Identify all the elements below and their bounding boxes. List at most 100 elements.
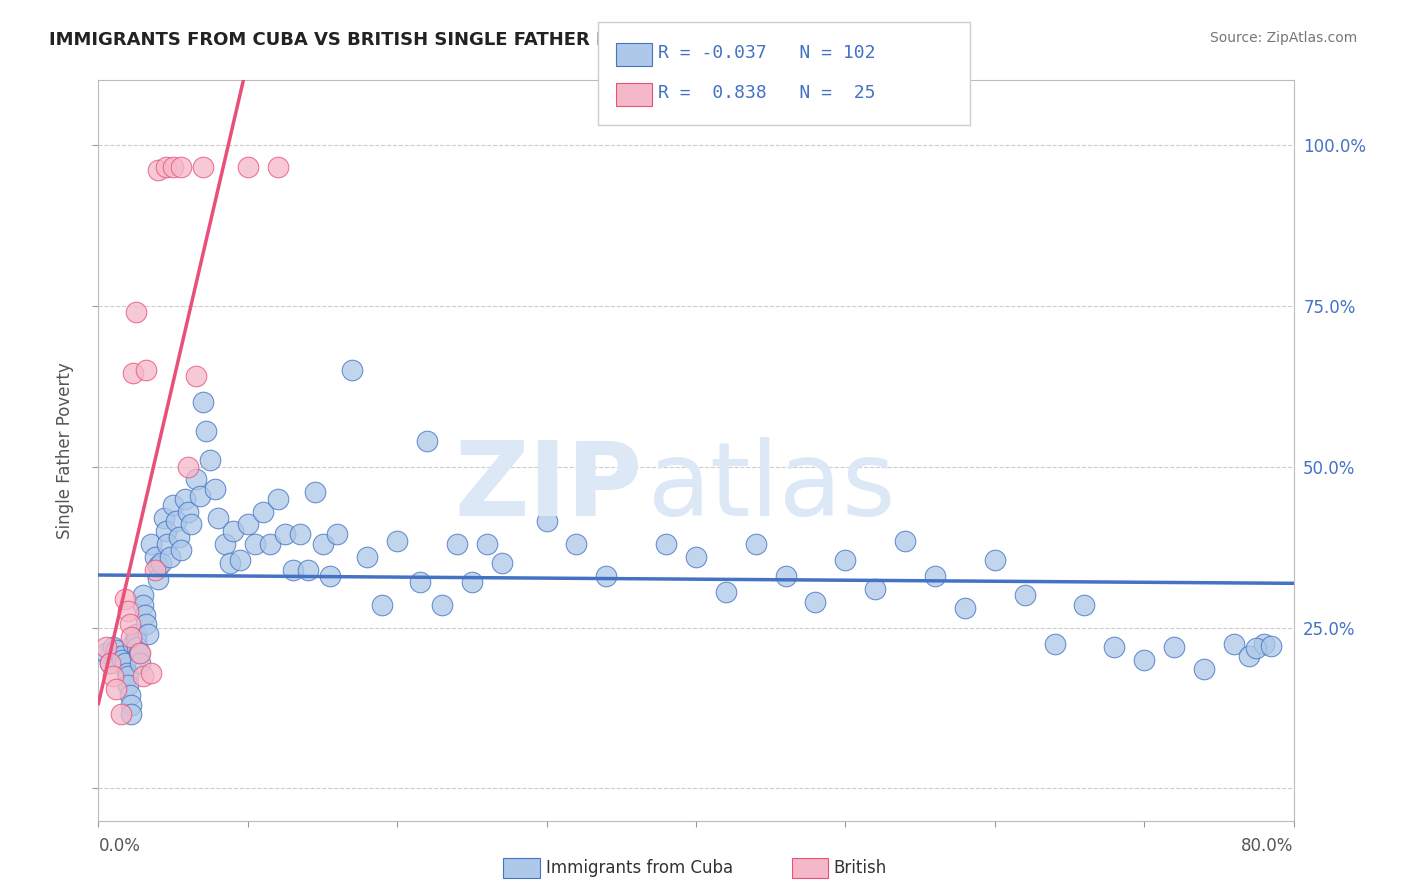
- Point: [288, 527, 311, 541]
- Point: [745, 537, 768, 551]
- Point: [153, 511, 176, 525]
- Point: [430, 598, 453, 612]
- Point: [148, 572, 170, 586]
- Point: [655, 537, 678, 551]
- Point: [1244, 641, 1267, 656]
- Point: [267, 491, 290, 506]
- Point: [834, 553, 856, 567]
- Point: [342, 363, 364, 377]
- Point: [274, 527, 297, 541]
- Point: [195, 424, 218, 438]
- Point: [245, 537, 267, 551]
- Point: [595, 569, 617, 583]
- Point: [159, 549, 181, 564]
- Point: [162, 498, 184, 512]
- Point: [385, 533, 409, 548]
- Point: [143, 549, 166, 564]
- Point: [127, 640, 149, 654]
- Point: [129, 656, 152, 670]
- Point: [446, 537, 468, 551]
- Point: [94, 646, 117, 660]
- Point: [111, 653, 134, 667]
- Point: [326, 527, 349, 541]
- Point: [117, 678, 139, 692]
- Point: [125, 305, 148, 319]
- Point: [120, 630, 142, 644]
- Point: [236, 517, 259, 532]
- Point: [281, 563, 304, 577]
- Point: [139, 537, 162, 551]
- Point: [132, 669, 155, 683]
- Point: [155, 160, 177, 174]
- Point: [114, 656, 136, 670]
- Point: [169, 160, 191, 174]
- Point: [94, 640, 117, 654]
- Point: [148, 559, 170, 574]
- Point: [120, 707, 142, 722]
- Point: [714, 585, 737, 599]
- Point: [214, 537, 236, 551]
- Point: [565, 537, 588, 551]
- Point: [267, 160, 290, 174]
- Point: [1192, 662, 1215, 676]
- Point: [416, 434, 439, 448]
- Point: [132, 598, 155, 612]
- Point: [98, 656, 122, 670]
- Point: [204, 482, 226, 496]
- Point: [135, 363, 157, 377]
- Text: IMMIGRANTS FROM CUBA VS BRITISH SINGLE FATHER POVERTY CORRELATION CHART: IMMIGRANTS FROM CUBA VS BRITISH SINGLE F…: [49, 31, 910, 49]
- Point: [180, 517, 202, 532]
- Point: [984, 553, 1007, 567]
- Point: [319, 569, 342, 583]
- Point: [184, 472, 207, 486]
- Text: 0.0%: 0.0%: [98, 838, 141, 855]
- Point: [134, 607, 156, 622]
- Text: British: British: [834, 859, 887, 877]
- Point: [120, 698, 142, 712]
- Point: [110, 649, 132, 664]
- Point: [125, 627, 148, 641]
- Point: [1260, 639, 1282, 653]
- Text: 80.0%: 80.0%: [1241, 838, 1294, 855]
- Point: [121, 366, 143, 380]
- Point: [953, 601, 976, 615]
- Point: [117, 604, 139, 618]
- Point: [1073, 598, 1095, 612]
- Point: [184, 369, 207, 384]
- Point: [139, 665, 162, 680]
- Point: [461, 575, 484, 590]
- Text: Source: ZipAtlas.com: Source: ZipAtlas.com: [1209, 31, 1357, 45]
- Point: [155, 524, 177, 538]
- Point: [162, 160, 184, 174]
- Point: [125, 633, 148, 648]
- Point: [1163, 640, 1185, 654]
- Point: [132, 588, 155, 602]
- Point: [1014, 588, 1036, 602]
- Point: [1237, 649, 1260, 664]
- Point: [775, 569, 797, 583]
- Point: [200, 453, 222, 467]
- Point: [114, 591, 136, 606]
- Text: R =  0.838   N =  25: R = 0.838 N = 25: [658, 84, 876, 102]
- Point: [371, 598, 394, 612]
- Point: [222, 524, 245, 538]
- Point: [236, 160, 259, 174]
- Point: [117, 669, 139, 683]
- Point: [207, 511, 229, 525]
- Point: [121, 637, 143, 651]
- Point: [115, 665, 138, 680]
- Point: [536, 514, 558, 528]
- Text: atlas: atlas: [648, 437, 897, 538]
- Text: ZIP: ZIP: [454, 437, 643, 538]
- Point: [169, 543, 191, 558]
- Point: [894, 533, 917, 548]
- Point: [128, 646, 150, 660]
- Point: [136, 627, 159, 641]
- Point: [118, 617, 141, 632]
- Point: [177, 505, 200, 519]
- Point: [259, 537, 281, 551]
- Point: [1104, 640, 1126, 654]
- Text: R = -0.037   N = 102: R = -0.037 N = 102: [658, 44, 876, 62]
- Point: [135, 617, 157, 632]
- Point: [229, 553, 252, 567]
